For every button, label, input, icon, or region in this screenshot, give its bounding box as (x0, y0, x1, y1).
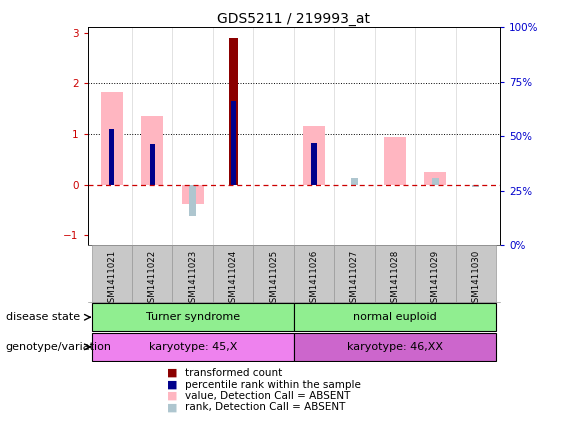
Bar (311, 143, 316, 184)
Text: genotype/variation: genotype/variation (6, 342, 112, 352)
Text: Turner syndrome: Turner syndrome (146, 312, 240, 322)
Bar (101, 92, 123, 184)
Bar (375, 245, 415, 302)
Bar (109, 129, 115, 184)
Text: GSM1411027: GSM1411027 (350, 250, 359, 308)
Bar (303, 126, 325, 184)
Bar (253, 245, 294, 302)
Text: GSM1411021: GSM1411021 (107, 250, 116, 308)
Bar (141, 116, 163, 184)
Bar (294, 245, 334, 302)
Bar (472, 184, 479, 187)
Bar (415, 245, 455, 302)
Text: ■: ■ (167, 402, 177, 412)
Bar (92, 245, 132, 302)
Text: karyotype: 45,X: karyotype: 45,X (149, 342, 237, 352)
Bar (92, 332, 294, 361)
Text: normal euploid: normal euploid (353, 312, 437, 322)
Bar (229, 38, 238, 184)
Text: ■: ■ (167, 391, 177, 401)
Bar (294, 332, 496, 361)
Bar (384, 137, 406, 184)
Text: GSM1411030: GSM1411030 (471, 250, 480, 308)
Text: karyotype: 46,XX: karyotype: 46,XX (347, 342, 443, 352)
Text: ■: ■ (167, 368, 177, 378)
Text: disease state: disease state (6, 312, 80, 322)
Bar (213, 245, 253, 302)
Bar (351, 178, 358, 184)
Bar (132, 245, 172, 302)
Title: GDS5211 / 219993_at: GDS5211 / 219993_at (218, 12, 370, 27)
Bar (424, 172, 446, 184)
Bar (172, 245, 213, 302)
Bar (455, 245, 496, 302)
Text: ■: ■ (167, 379, 177, 390)
Text: GSM1411024: GSM1411024 (229, 250, 238, 308)
Bar (231, 101, 236, 184)
Text: percentile rank within the sample: percentile rank within the sample (185, 379, 361, 390)
Text: rank, Detection Call = ABSENT: rank, Detection Call = ABSENT (185, 402, 346, 412)
Text: GSM1411023: GSM1411023 (188, 250, 197, 308)
Bar (294, 303, 496, 332)
Bar (229, 181, 237, 184)
Bar (181, 184, 204, 204)
Bar (92, 303, 294, 332)
Text: value, Detection Call = ABSENT: value, Detection Call = ABSENT (185, 391, 351, 401)
Text: transformed count: transformed count (185, 368, 282, 378)
Bar (432, 179, 439, 184)
Text: GSM1411022: GSM1411022 (148, 250, 157, 308)
Bar (150, 144, 155, 184)
Text: GSM1411025: GSM1411025 (269, 250, 278, 308)
Text: GSM1411029: GSM1411029 (431, 250, 440, 308)
Bar (334, 245, 375, 302)
Text: GSM1411028: GSM1411028 (390, 250, 399, 308)
Text: GSM1411026: GSM1411026 (310, 250, 319, 308)
Bar (189, 184, 197, 216)
